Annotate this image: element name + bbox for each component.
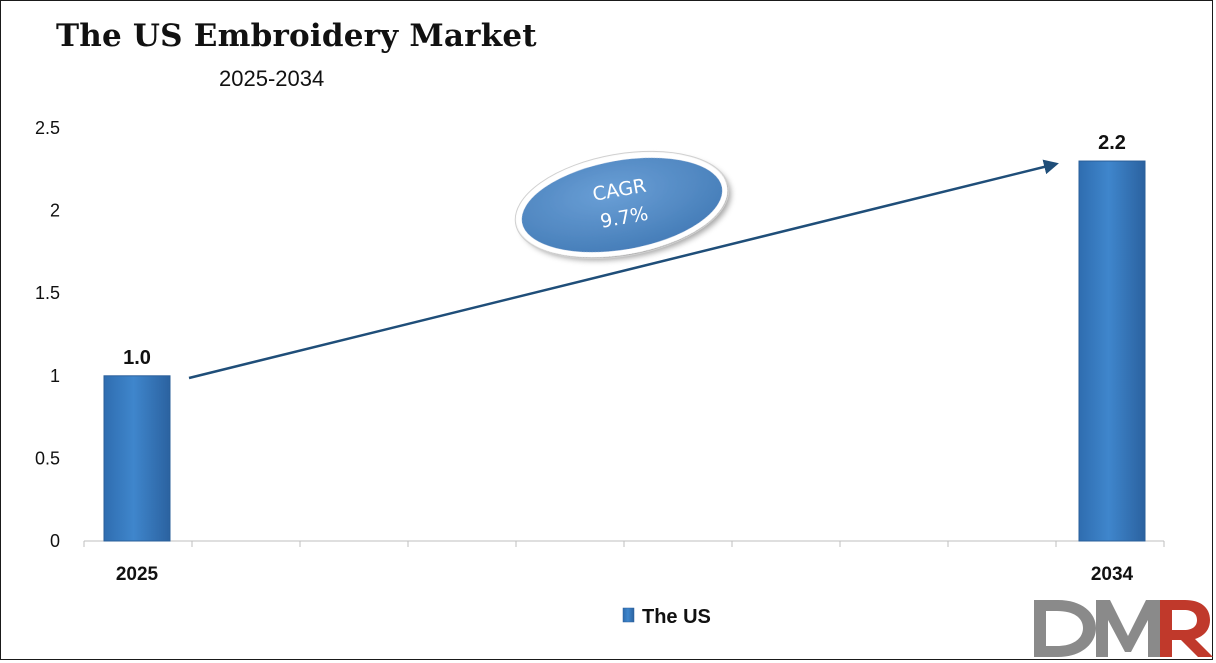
y-tick-label: 0 [50,531,60,551]
y-tick-label: 0.5 [35,448,60,468]
legend-swatch [622,607,635,623]
y-tick-label: 2 [50,201,60,221]
legend-label: The US [642,606,711,628]
chart-subtitle: 2025-2034 [219,66,325,91]
y-axis-ticks: 0 0.5 1 1.5 2 2.5 [35,118,60,551]
bars [103,160,1146,542]
y-tick-label: 1 [50,366,60,386]
data-labels: 1.0 2.2 [123,132,1126,369]
dmr-logo [1034,600,1213,657]
x-tick-label: 2025 [116,564,159,585]
bar-2034 [1078,160,1146,542]
x-axis-minor-ticks [83,541,1165,547]
bar-2025 [103,375,171,542]
data-label: 2.2 [1098,132,1126,154]
y-tick-label: 2.5 [35,118,60,138]
x-tick-label: 2034 [1091,564,1134,585]
cagr-badge: CAGR 9.7% [514,150,730,260]
y-tick-label: 1.5 [35,283,60,303]
growth-arrow [188,159,1059,380]
legend: The US [622,606,711,628]
data-label: 1.0 [123,347,151,369]
chart-title: The US Embroidery Market [56,18,537,54]
category-labels: 2025 2034 [116,564,1134,585]
